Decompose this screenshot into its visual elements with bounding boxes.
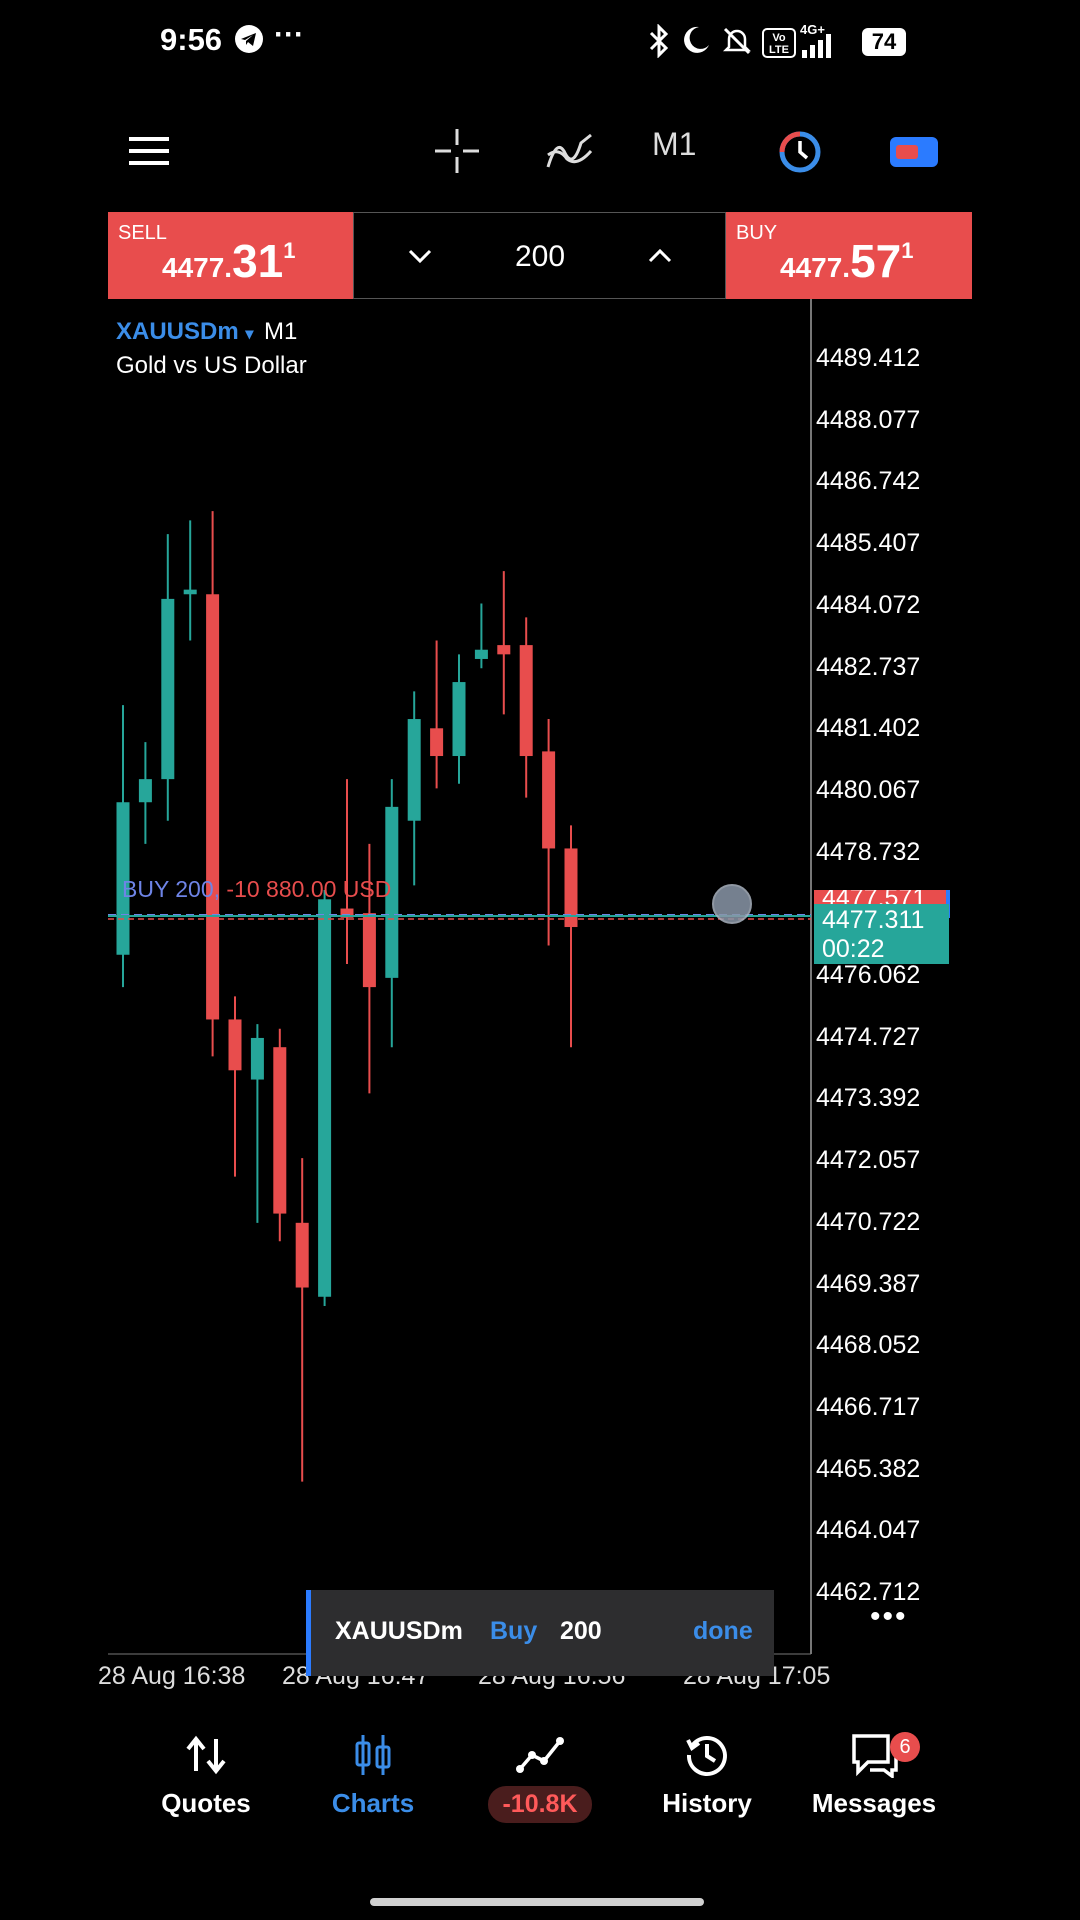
candle-body bbox=[430, 728, 444, 757]
candles-layer bbox=[116, 511, 578, 1482]
candle-body bbox=[407, 719, 421, 821]
candle-body bbox=[497, 645, 511, 655]
toast-side: Buy bbox=[490, 1617, 538, 1645]
candle-body bbox=[183, 589, 197, 595]
price-axis-label: 4486.742 bbox=[816, 467, 921, 496]
status-time: 9:56 bbox=[160, 22, 223, 57]
price-axis-label: 4462.712 bbox=[816, 1578, 921, 1606]
quotes-arrows-icon bbox=[184, 1730, 228, 1780]
toast-volume: 200 bbox=[560, 1617, 602, 1645]
timeframe-button[interactable]: M1 bbox=[652, 126, 697, 162]
home-indicator[interactable] bbox=[370, 1898, 704, 1906]
toast-symbol: XAUUSDm bbox=[335, 1617, 463, 1645]
charts-candles-icon bbox=[351, 1730, 395, 1780]
menu-icon[interactable] bbox=[126, 128, 172, 174]
symbol-timeframe: M1 bbox=[264, 318, 298, 345]
buy-price: 4477.571 bbox=[780, 235, 914, 287]
muted-bell-icon bbox=[720, 24, 754, 58]
crosshair-icon[interactable] bbox=[432, 126, 482, 176]
price-axis-label: 4478.732 bbox=[816, 837, 921, 866]
symbol-name[interactable]: XAUUSDm ▾ bbox=[116, 318, 254, 345]
battery-icon: 74 bbox=[862, 28, 906, 56]
price-axis-label: 4473.392 bbox=[816, 1084, 921, 1113]
ask-price-tag: 4477.571 bbox=[814, 890, 949, 908]
candle-body bbox=[161, 598, 175, 780]
nav-charts[interactable]: Charts bbox=[293, 1730, 453, 1840]
price-axis-label: 4488.077 bbox=[816, 405, 921, 434]
buy-tag: BUY bbox=[736, 222, 778, 244]
sell-tag: SELL bbox=[118, 222, 167, 244]
order-confirmation-toast: XAUUSDm Buy 200 done bbox=[306, 1590, 774, 1676]
toast-status: done bbox=[693, 1617, 753, 1645]
bid-price-tag: 4477.311 00:22 bbox=[814, 904, 949, 964]
price-axis-label: 4468.052 bbox=[816, 1331, 921, 1360]
candle-body bbox=[452, 682, 466, 757]
price-axis-label: 4472.057 bbox=[816, 1146, 921, 1175]
lot-size-value[interactable]: 200 bbox=[514, 240, 566, 273]
increase-lot-chevron-up-icon[interactable] bbox=[640, 236, 680, 276]
history-clock-icon bbox=[684, 1730, 730, 1780]
telegram-icon bbox=[234, 24, 264, 54]
price-axis-label: 4474.727 bbox=[816, 1022, 921, 1051]
price-axis-label: 4482.737 bbox=[816, 652, 921, 681]
decrease-lot-chevron-down-icon[interactable] bbox=[400, 236, 440, 276]
order-line-label[interactable]: BUY 200, -10 880.00 USD bbox=[122, 876, 392, 902]
more-options-icon[interactable]: ••• bbox=[870, 1600, 908, 1633]
sell-button[interactable]: SELL 4477.311 bbox=[108, 212, 353, 299]
price-axis-label: 4465.382 bbox=[816, 1454, 921, 1483]
price-axis-label: 4481.402 bbox=[816, 714, 921, 743]
indicators-icon[interactable] bbox=[544, 126, 596, 176]
price-axis-label: 4489.412 bbox=[816, 344, 921, 372]
candle-body bbox=[228, 1019, 242, 1071]
price-axis-label: 4464.047 bbox=[816, 1516, 921, 1545]
candle-body bbox=[385, 806, 399, 978]
more-notifications-icon: ··· bbox=[274, 18, 304, 51]
symbol-description: Gold vs US Dollar bbox=[116, 352, 307, 379]
nav-messages[interactable]: Messages bbox=[794, 1730, 954, 1840]
candle-body bbox=[273, 1047, 287, 1214]
price-axis-label: 4480.067 bbox=[816, 775, 921, 804]
price-axis-label: 4485.407 bbox=[816, 529, 921, 558]
price-axis-label: 4469.387 bbox=[816, 1269, 921, 1298]
messages-count-badge: 6 bbox=[890, 1732, 920, 1762]
one-click-trading-toggle-icon[interactable] bbox=[890, 132, 938, 172]
candle-body bbox=[542, 751, 556, 849]
price-axis-label: 4484.072 bbox=[816, 590, 921, 619]
volte-icon: Vo LTE bbox=[762, 28, 796, 58]
signal-icon bbox=[802, 34, 836, 58]
candle-body bbox=[250, 1037, 264, 1080]
bluetooth-icon bbox=[646, 24, 672, 58]
time-axis-label: 28 Aug 16:38 bbox=[98, 1662, 246, 1690]
trade-line-icon bbox=[516, 1730, 564, 1780]
nav-quotes[interactable]: Quotes bbox=[126, 1730, 286, 1840]
candle-body bbox=[318, 899, 332, 1297]
candle-body bbox=[519, 645, 533, 757]
price-axis-label: 4470.722 bbox=[816, 1207, 921, 1236]
nav-history[interactable]: History bbox=[627, 1730, 787, 1840]
price-axis-label: 4466.717 bbox=[816, 1392, 921, 1421]
network-type-label: 4G+ bbox=[800, 22, 825, 37]
candle-body bbox=[340, 908, 354, 918]
candle-body bbox=[138, 779, 152, 803]
candle-body bbox=[362, 913, 376, 988]
candle-body bbox=[564, 848, 578, 928]
order-line-drag-handle[interactable] bbox=[712, 884, 752, 924]
price-chart[interactable] bbox=[0, 0, 1080, 1720]
clock-icon[interactable] bbox=[776, 128, 824, 176]
candle-body bbox=[295, 1222, 309, 1288]
candle-body bbox=[474, 649, 488, 659]
sell-price: 4477.311 bbox=[162, 235, 296, 287]
nav-trade[interactable]: -10.8K bbox=[460, 1730, 620, 1840]
do-not-disturb-moon-icon bbox=[680, 24, 712, 56]
price-axis-label: 4476.062 bbox=[816, 961, 921, 989]
floating-pl-badge: -10.8K bbox=[488, 1786, 592, 1823]
candle-body bbox=[206, 594, 220, 1020]
buy-button[interactable]: BUY 4477.571 bbox=[726, 212, 972, 299]
